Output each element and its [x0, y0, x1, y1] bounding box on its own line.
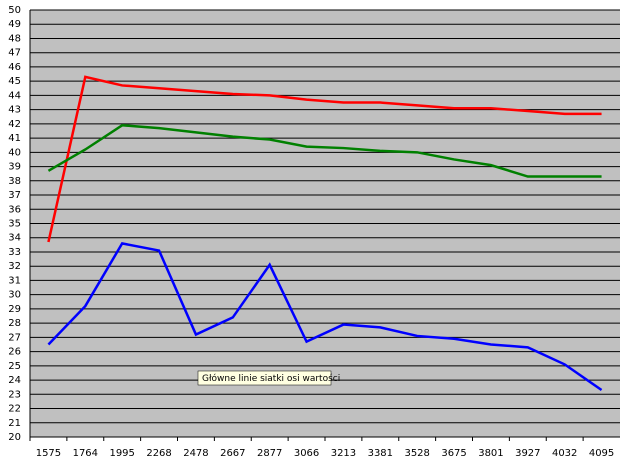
x-tick-label: 3381 [368, 448, 393, 459]
x-tick-label: 2268 [146, 448, 171, 459]
x-tick-label: 1575 [36, 448, 61, 459]
series-line [47, 124, 602, 178]
y-tick-label: 35 [8, 219, 21, 230]
y-tick-label: 29 [8, 304, 21, 315]
y-tick-label: 39 [8, 162, 21, 173]
y-tick-label: 50 [8, 5, 21, 16]
series-line [47, 242, 603, 392]
y-tick-label: 49 [8, 19, 21, 30]
y-tick-label: 32 [8, 261, 21, 272]
x-tick-label: 3927 [515, 448, 540, 459]
y-tick-label: 31 [8, 275, 21, 286]
y-tick-label: 26 [8, 347, 21, 358]
y-tick-label: 21 [8, 418, 21, 429]
x-tick-label: 3213 [331, 448, 356, 459]
y-tick-label: 34 [8, 233, 21, 244]
series-line [47, 75, 602, 243]
y-tick-label: 44 [8, 90, 21, 101]
y-tick-label: 48 [8, 33, 21, 44]
x-tick-label: 3066 [294, 448, 319, 459]
y-tick-label: 22 [8, 404, 21, 415]
y-tick-label: 36 [8, 204, 21, 215]
y-tick-label: 27 [8, 332, 21, 343]
tooltip-box [197, 370, 332, 386]
y-tick-label: 37 [8, 190, 21, 201]
x-tick-label: 3801 [478, 448, 503, 459]
y-tick-label: 24 [8, 375, 21, 386]
y-tick-label: 40 [8, 147, 21, 158]
x-tick-label: 3675 [441, 448, 466, 459]
y-tick-label: 43 [8, 105, 21, 116]
x-tick-label: 2478 [183, 448, 208, 459]
y-tick-label: 20 [8, 432, 21, 443]
y-tick-label: 28 [8, 318, 21, 329]
x-tick-label: 1995 [109, 448, 134, 459]
x-tick-label: 1764 [73, 448, 98, 459]
x-tick-label: 2667 [220, 448, 245, 459]
x-tick-label: 4032 [552, 448, 577, 459]
y-tick-label: 25 [8, 361, 21, 372]
y-tick-label: 38 [8, 176, 21, 187]
y-tick-label: 42 [8, 119, 21, 130]
tooltip: Główne linie siatki osi wartości [202, 373, 340, 384]
y-tick-label: 47 [8, 48, 21, 59]
y-tick-label: 33 [8, 247, 21, 258]
y-tick-label: 41 [8, 133, 21, 144]
y-tick-label: 46 [8, 62, 21, 73]
x-tick-label: 3528 [404, 448, 429, 459]
x-tick-label: 4095 [589, 448, 614, 459]
y-tick-label: 45 [8, 76, 21, 87]
x-tick-label: 2877 [257, 448, 282, 459]
y-tick-label: 30 [8, 290, 21, 301]
y-tick-label: 23 [8, 389, 21, 400]
